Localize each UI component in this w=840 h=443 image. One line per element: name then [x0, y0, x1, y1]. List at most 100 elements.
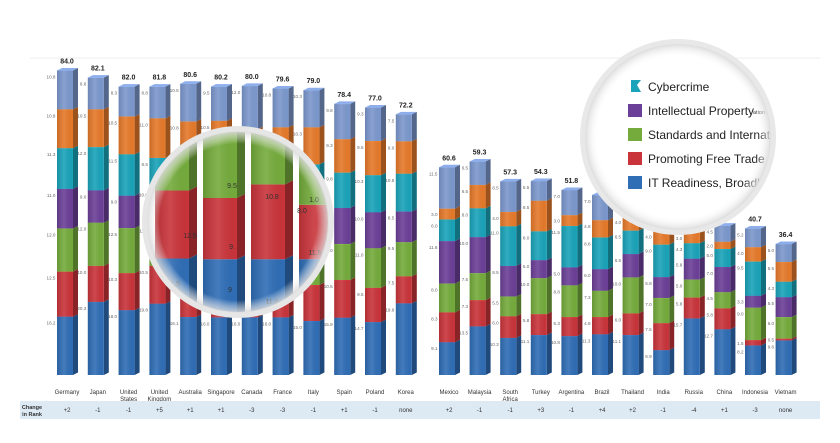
bar-segment-shine — [365, 212, 381, 249]
bar-segment-shine — [149, 86, 166, 119]
bar-segment-side — [669, 295, 675, 324]
bar-segment-shine — [775, 261, 792, 282]
bar-segment-shine — [530, 278, 547, 315]
bar-segment-side — [730, 326, 736, 375]
segment-value-label: 20.3 — [77, 306, 86, 311]
bar-segment-shine — [622, 313, 639, 336]
bar-segment-side — [730, 223, 736, 242]
segment-value-label: 15.9 — [324, 322, 333, 327]
rank-change-value: +1 — [218, 408, 226, 414]
segment-value-label: 8.3 — [111, 91, 118, 96]
bar-turkey — [530, 178, 552, 375]
rank-row-label: Change — [22, 405, 42, 411]
segment-value-label: 6.0 — [431, 223, 438, 228]
bar-segment-shine — [500, 316, 517, 338]
bar-segment-side — [134, 84, 140, 117]
bar-segment-shine — [561, 336, 578, 375]
bar-segment-side — [791, 336, 797, 341]
segment-value-label: 13.5 — [459, 330, 468, 335]
bar-segment-side — [730, 246, 736, 267]
bar-segment-side — [288, 85, 294, 128]
bar-segment-side — [73, 225, 78, 272]
bar-segment-shine — [334, 279, 351, 318]
bar-segment-side — [791, 259, 797, 282]
bar-top-face — [211, 84, 232, 87]
rank-change-value: -4 — [691, 408, 697, 414]
segment-value-label: 5.8 — [523, 318, 530, 323]
bar-segment-side — [134, 307, 140, 375]
segment-value-label: 4.0 — [737, 251, 744, 256]
bar-total-label: 82.1 — [91, 66, 105, 73]
bar-segment-shine — [303, 90, 320, 128]
rank-change-value: -1 — [569, 408, 575, 414]
bar-segment-shine — [439, 167, 455, 209]
bar-segment-shine — [530, 180, 547, 201]
bar-segment-shine — [561, 285, 578, 318]
bar-total-label: 77.0 — [368, 96, 382, 103]
bar-segment-shine — [180, 317, 197, 375]
bar-segment-side — [608, 234, 613, 270]
bar-segment-side — [73, 269, 78, 317]
bar-segment-shine — [775, 281, 792, 298]
segment-value-label: 5.8 — [676, 263, 683, 268]
bar-segment-shine — [714, 329, 731, 375]
bar-top-face — [57, 67, 78, 71]
bar-segment-side — [411, 171, 417, 212]
bar-segment-side — [103, 75, 109, 110]
bar-segment-side — [546, 257, 552, 279]
segment-value-label: 19.9 — [385, 307, 394, 312]
segment-value-label: 8.5 — [492, 270, 499, 275]
zoom-segment-shine — [203, 0, 237, 36]
bar-malaysia — [469, 159, 491, 375]
bar-segment-shine — [57, 148, 73, 189]
bar-vietnam — [775, 241, 797, 375]
bar-top-face — [395, 111, 417, 115]
rank-change-value: +1 — [721, 408, 729, 414]
bar-segment-shine — [395, 211, 412, 243]
bar-segment-shine — [653, 350, 670, 375]
bar-segment-side — [761, 337, 766, 346]
bar-segment-shine — [745, 295, 761, 308]
country-label: Spain — [337, 390, 352, 396]
country-label: States — [120, 397, 137, 403]
bar-segment-shine — [469, 300, 486, 327]
bar-segment-side — [485, 270, 491, 301]
country-label: Korea — [398, 390, 415, 396]
bar-segment-side — [577, 187, 583, 216]
bar-germany — [57, 67, 78, 375]
segment-value-label: 9.1 — [431, 346, 438, 351]
bar-segment-side — [730, 239, 736, 249]
bar-total-label: 51.8 — [565, 178, 579, 185]
magnifier-legend: CybercrimeIntellectual PropertyationStan… — [580, 39, 776, 235]
country-label: Canada — [241, 390, 263, 396]
bar-segment-shine — [439, 208, 455, 220]
segment-value-label: 6.0 — [492, 320, 499, 325]
bar-segment-shine — [745, 345, 761, 375]
rank-change-value: -1 — [372, 408, 378, 414]
bar-segment-shine — [683, 243, 700, 259]
bar-segment-shine — [303, 285, 320, 321]
bar-segment-side — [638, 332, 644, 375]
bar-segment-shine — [439, 342, 455, 375]
bar-segment-side — [103, 106, 109, 148]
bar-segment-side — [546, 178, 552, 201]
bar-segment-side — [516, 209, 522, 227]
bar-segment-side — [350, 101, 356, 140]
country-label: France — [273, 390, 292, 396]
bar-segment-shine — [561, 225, 578, 268]
segment-value-label: 11.3 — [582, 338, 591, 343]
segment-value-label: 5.0 — [554, 271, 561, 276]
segment-value-label: 10.3 — [490, 342, 499, 347]
segment-value-label: 3.0 — [676, 236, 683, 241]
segment-value-label: 7.5 — [462, 277, 469, 282]
bar-segment-side — [196, 314, 202, 375]
bar-segment-side — [669, 242, 675, 278]
bar-top-face — [334, 101, 356, 104]
bar-segment-side — [134, 225, 140, 274]
bar-segment-shine — [714, 267, 731, 293]
bar-segment-shine — [57, 109, 73, 149]
segment-value-label: 11.0 — [490, 230, 499, 235]
bar-total-label: 57.3 — [503, 169, 517, 176]
bar-segment-shine — [241, 85, 258, 130]
segment-value-label: 11.1 — [521, 339, 530, 344]
